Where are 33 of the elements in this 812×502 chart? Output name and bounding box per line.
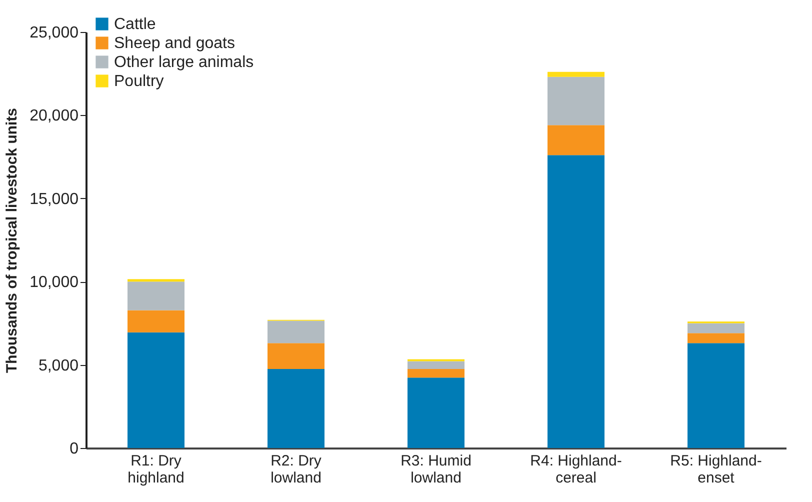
y-tick-label: 20,000	[30, 108, 79, 125]
bar	[688, 343, 744, 448]
bar	[128, 310, 184, 332]
y-tick-label: 10,000	[30, 274, 79, 292]
x-tick-label: R1: Dry highland	[128, 452, 184, 486]
bar	[128, 279, 184, 282]
bar	[688, 323, 744, 334]
bar	[268, 320, 324, 344]
y-tick-label: 15,000	[30, 190, 79, 208]
bar	[548, 76, 604, 126]
x-tick-label: R4: Highland- cereal	[530, 452, 622, 486]
legend-label: Poultry	[114, 73, 164, 90]
bar	[408, 368, 464, 378]
y-tick-label: 0	[70, 440, 79, 458]
bar	[688, 333, 744, 344]
bar	[408, 361, 464, 369]
y-tick-label: 25,000	[30, 24, 79, 42]
bar	[128, 282, 184, 310]
legend-label: Cattle	[114, 16, 156, 33]
bar	[268, 368, 324, 448]
x-tick-label: R5: Highland- enset	[670, 452, 762, 486]
bar	[408, 378, 464, 448]
x-tick-label: R2: Dry lowland	[270, 452, 322, 486]
y-axis-title: Thousands of tropical livestock units	[4, 108, 21, 374]
legend-label: Other large animals	[114, 54, 254, 71]
bar	[128, 332, 184, 448]
bar	[548, 125, 604, 156]
legend-label: Sheep and goats	[114, 35, 235, 52]
bar	[268, 343, 324, 369]
bar	[548, 72, 604, 77]
y-tick-label: 5,000	[38, 357, 79, 374]
bar	[548, 155, 604, 448]
x-tick-label: R3: Humid lowland	[400, 452, 472, 486]
